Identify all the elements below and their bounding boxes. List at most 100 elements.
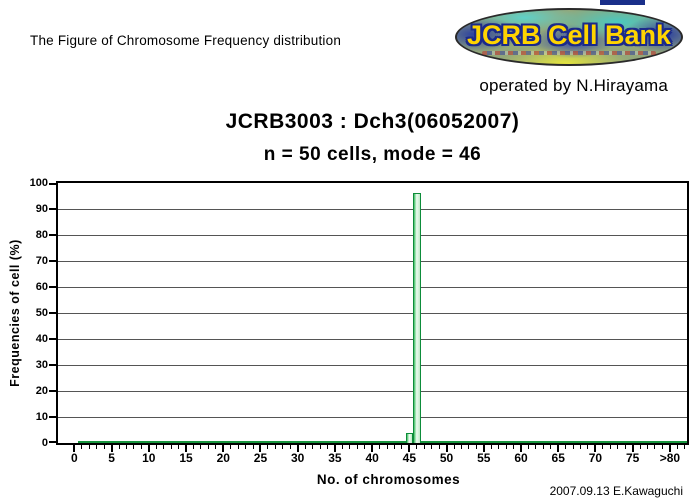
- y-axis-tick-label-80: 80: [35, 229, 48, 241]
- x-tick-mark-67: [572, 445, 574, 449]
- x-axis-title-text: No. of chromosomes: [316, 472, 461, 487]
- x-tick-mark-10: [147, 445, 150, 452]
- x-tick-mark-35: [333, 445, 336, 452]
- x-tick-mark-24: [252, 445, 254, 449]
- x-tick-mark-16: [192, 445, 194, 449]
- x-tick-mark-68: [580, 445, 582, 449]
- x-tick-mark-53: [468, 445, 470, 449]
- y-axis-tick-label-100: 100: [29, 177, 48, 189]
- x-tick-mark-50: [445, 445, 448, 452]
- x-axis-tick-label-45: 45: [402, 451, 417, 465]
- x-axis-tick-label-50: 50: [439, 451, 454, 465]
- x-axis-tick-label-10: 10: [142, 451, 156, 465]
- x-tick-mark-82: [684, 445, 686, 449]
- x-tick-mark-42: [386, 445, 388, 449]
- x-tick-mark-31: [304, 445, 306, 449]
- x-axis-tick-label-5: 5: [108, 451, 115, 465]
- x-tick-mark-5: [110, 445, 113, 452]
- x-tick-mark-19: [215, 445, 217, 449]
- x-axis-tick-label-65: 65: [551, 451, 565, 465]
- x-tick-mark-20: [222, 445, 225, 452]
- x-axis-tick-label-15: 15: [179, 451, 193, 465]
- x-tick-mark-55: [482, 445, 485, 452]
- x-tick-mark-29: [289, 445, 291, 449]
- x-tick-mark-61: [527, 445, 529, 449]
- gridline-80: [58, 234, 687, 236]
- x-tick-mark-56: [490, 445, 492, 449]
- x-tick-mark-30: [296, 445, 299, 452]
- x-axis-tick-label-70: 70: [588, 451, 603, 465]
- x-tick-mark-1: [81, 445, 83, 449]
- y-axis-tick-label-50: 50: [35, 307, 48, 319]
- y-axis-tick-label-70: 70: [35, 255, 48, 267]
- y-tick-mark-0: [49, 441, 58, 443]
- x-tick-mark-9: [140, 445, 142, 449]
- x-axis-tick-label-20: 20: [216, 451, 230, 465]
- y-tick-mark-100: [49, 183, 58, 185]
- x-tick-mark-79: [661, 445, 663, 449]
- y-tick-mark-10: [49, 416, 58, 418]
- x-tick-mark-70: [594, 445, 597, 452]
- x-tick-mark-27: [274, 445, 276, 449]
- x-tick-mark-58: [505, 445, 507, 449]
- x-tick-mark-2: [88, 445, 90, 449]
- plot-area: 0 10 20 30 40 50 60 70 80 90 100 0 5 10 15 20 25 30 35 40 45…: [30, 177, 689, 465]
- x-tick-mark-78: [654, 445, 656, 449]
- x-tick-mark-60: [520, 445, 522, 452]
- y-axis-tick-label-90: 90: [35, 203, 48, 215]
- x-tick-mark-18: [207, 445, 209, 449]
- x-tick-mark-36: [341, 445, 343, 449]
- chart-title-line1: JCRB3003 : Dch3(06052007): [225, 110, 520, 133]
- x-tick-mark-13: [170, 445, 172, 449]
- x-tick-mark-59: [513, 445, 515, 449]
- gridline-50: [58, 312, 687, 314]
- chart-title-line2: n = 50 cells, mode = 46: [263, 144, 482, 165]
- operated-by-text: operated by N.Hirayama: [479, 76, 668, 95]
- y-tick-mark-70: [49, 260, 58, 262]
- y-tick-mark-30: [49, 364, 58, 366]
- gridline-90: [58, 208, 687, 210]
- gridline-10: [58, 416, 687, 418]
- x-tick-mark-40: [371, 445, 374, 452]
- y-tick-mark-90: [49, 208, 58, 210]
- y-axis-tick-label-20: 20: [35, 385, 48, 397]
- x-tick-mark-64: [550, 445, 552, 449]
- bar-chromosome-46: [413, 193, 421, 443]
- y-axis-tick-label-40: 40: [35, 333, 48, 345]
- top-edge-artifact: [600, 0, 645, 5]
- header-note: The Figure of Chromosome Frequency distr…: [30, 33, 342, 48]
- x-tick-mark-69: [587, 445, 589, 449]
- x-tick-mark-80: [668, 445, 671, 452]
- x-axis-tick-label-25: 25: [253, 451, 268, 465]
- x-tick-mark-76: [639, 445, 641, 449]
- x-axis-tick-label-75: 75: [625, 451, 640, 465]
- y-axis-tick-label-10: 10: [35, 411, 48, 423]
- x-tick-mark-81: [676, 445, 678, 449]
- x-axis-tick-label-30: 30: [291, 451, 305, 465]
- x-tick-mark-15: [185, 445, 188, 452]
- x-tick-mark-25: [259, 445, 262, 452]
- x-tick-mark-63: [542, 445, 544, 449]
- x-tick-mark-38: [356, 445, 358, 449]
- gridline-40: [58, 338, 687, 340]
- x-tick-mark-52: [460, 445, 462, 449]
- x-tick-mark-6: [118, 445, 120, 449]
- x-tick-mark-74: [624, 445, 626, 449]
- x-tick-mark-45: [408, 445, 411, 452]
- x-tick-mark-7: [125, 445, 127, 449]
- x-tick-mark-28: [282, 445, 284, 449]
- x-tick-mark-41: [379, 445, 381, 449]
- x-tick-mark-11: [155, 445, 157, 449]
- gridline-70: [58, 260, 687, 262]
- x-axis-tick-label-55: 55: [477, 451, 491, 465]
- x-tick-mark-65: [557, 445, 560, 452]
- y-tick-mark-50: [49, 312, 58, 314]
- x-tick-mark-66: [565, 445, 567, 449]
- gridline-60: [58, 286, 687, 288]
- x-tick-mark-47: [423, 445, 425, 449]
- x-tick-mark-0: [73, 445, 76, 452]
- y-tick-mark-20: [49, 390, 58, 392]
- x-axis-tick-label-40: 40: [365, 451, 379, 465]
- y-tick-mark-80: [49, 234, 58, 236]
- x-tick-mark-4: [103, 445, 105, 449]
